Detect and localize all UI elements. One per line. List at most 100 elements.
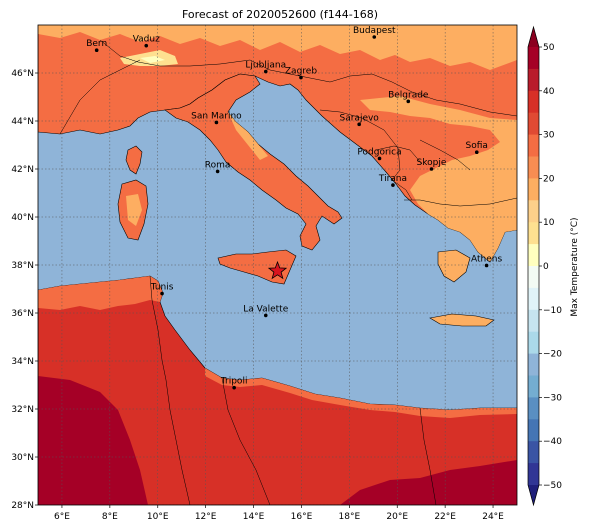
colorbar-tick-label: 10 (543, 218, 555, 228)
figure-title: Forecast of 2020052600 (f144-168) (182, 8, 378, 21)
city-dot (214, 120, 219, 125)
land-balkans-warm (360, 96, 517, 262)
land-africa-coast-band (38, 276, 163, 310)
lon-tick-label: 14°E (243, 512, 265, 522)
land-alps-cool-2 (140, 56, 165, 63)
lat-tick-label: 32°N (11, 405, 34, 415)
lat-tick-label: 40°N (11, 213, 34, 223)
colorbar-band (528, 353, 539, 376)
city-label: San Marino (191, 111, 242, 121)
colorbar (527, 25, 540, 507)
lat-tick-label: 46°N (11, 69, 34, 79)
city-label: Tunis (150, 283, 174, 293)
colorbar-band (528, 331, 539, 354)
lat-tick-label: 42°N (11, 165, 34, 175)
colorbar-tick-label: −50 (543, 481, 562, 491)
colorbar-band (528, 375, 539, 398)
colorbar-band (528, 419, 539, 442)
land-corsica (125, 145, 143, 175)
colorbar-tick-label: 20 (543, 174, 555, 184)
colorbar-band (528, 287, 539, 311)
city-label: Sofia (466, 141, 488, 151)
lon-tick-label: 6°E (54, 512, 70, 522)
colorbar-tick-label: −20 (543, 350, 562, 360)
latitude-ticks: 46°N 44°N 42°N 40°N 38°N 36°N 34°N 32°N 30°N 28°N (11, 69, 38, 511)
city-dot (377, 156, 382, 161)
lon-tick-label: 12°E (195, 512, 217, 522)
city-dot (215, 169, 220, 174)
colorbar-band (528, 309, 539, 333)
colorbar-band (528, 90, 539, 114)
city-dot (263, 313, 268, 318)
city-dot (391, 183, 395, 187)
city-label: Ljubljana (245, 61, 286, 71)
colorbar-band (528, 112, 539, 135)
longitude-ticks: 6°E 8°E 10°E 12°E 14°E 16°E 18°E 20°E 22°E 24°E (54, 505, 504, 522)
city-label: Zagreb (285, 67, 317, 77)
lat-tick-label: 38°N (11, 261, 34, 271)
land-sahara-hot-east (340, 460, 517, 505)
colorbar-extend-max (528, 27, 539, 47)
colorbar-ticks: 50 40 30 20 10 0 −10 −20 −30 −40 −50 (539, 43, 562, 491)
land-sahara-hot (38, 376, 148, 505)
city-dot (357, 122, 361, 127)
colorbar-tick-label: 0 (543, 262, 549, 272)
city-label: Bern (86, 39, 107, 49)
land-sardinia-warm (126, 194, 142, 226)
city-label: Athens (471, 254, 502, 264)
colorbar-band (528, 266, 539, 289)
colorbar-band (528, 200, 539, 223)
city-dot (232, 385, 236, 390)
lon-tick-label: 22°E (434, 512, 456, 522)
land-libya-coast-band (205, 368, 517, 418)
lat-tick-label: 44°N (11, 117, 34, 127)
city-label: Sarajevo (340, 113, 380, 123)
colorbar-tick-label: −30 (543, 393, 562, 403)
colorbar-tick-label: −10 (543, 306, 562, 316)
city-label: Skopje (417, 158, 447, 168)
lat-tick-label: 28°N (11, 501, 34, 511)
lon-tick-label: 10°E (147, 512, 169, 522)
city-label: La Valette (243, 304, 288, 314)
colorbar-tick-label: −40 (543, 437, 562, 447)
colorbar-tick-label: 40 (543, 87, 555, 97)
city-dot (94, 48, 99, 52)
city-label: Podgorica (357, 147, 401, 157)
city-dot (429, 167, 434, 171)
lat-tick-label: 30°N (11, 453, 34, 463)
colorbar-band (528, 222, 539, 245)
colorbar-band (528, 134, 539, 157)
city-label: Vaduz (133, 35, 160, 45)
colorbar-tick-label: 30 (543, 131, 555, 141)
colorbar-band (528, 397, 539, 420)
lon-tick-label: 16°E (291, 512, 313, 522)
city-label: Tirana (378, 174, 407, 184)
lon-tick-label: 20°E (386, 512, 408, 522)
city-label: Roma (205, 160, 231, 170)
lon-tick-label: 8°E (102, 512, 118, 522)
colorbar-extend-min (528, 485, 539, 505)
land-peloponnese (437, 249, 471, 283)
colorbar-label: Max Temperature (°C) (570, 217, 580, 316)
colorbar-band (528, 441, 539, 464)
city-dot (263, 69, 268, 74)
land-crete (429, 313, 495, 327)
lon-tick-label: 24°E (482, 512, 504, 522)
city-dot (484, 263, 489, 268)
city-dot (372, 35, 377, 39)
city-dot (406, 99, 411, 104)
lon-tick-label: 18°E (339, 512, 361, 522)
land-italy-warm-band (228, 112, 268, 160)
lat-tick-label: 36°N (11, 309, 34, 319)
colorbar-band (528, 47, 539, 70)
colorbar-band (528, 244, 539, 267)
city-dot (144, 43, 149, 48)
lat-tick-label: 34°N (11, 357, 34, 367)
city-dot (474, 150, 479, 154)
city-label: Budapest (353, 26, 396, 36)
colorbar-band (528, 463, 539, 486)
colorbar-band (528, 178, 539, 201)
